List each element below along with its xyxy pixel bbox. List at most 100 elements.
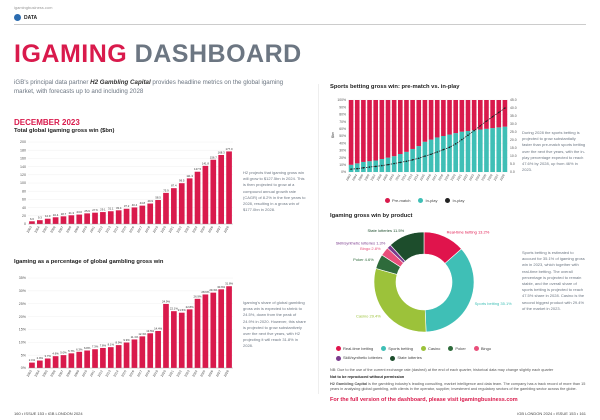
bar (194, 171, 201, 224)
site-url: igamingbusiness.com (14, 5, 53, 10)
x-tick-label: 2018 (144, 225, 151, 233)
bar-value-label: 6.6 (30, 217, 34, 221)
x-tick-label: 2026 (487, 173, 494, 181)
footer-cta-link[interactable]: For the full version of the dashboard, p… (330, 397, 518, 403)
y2-tick-label: 10.0 (510, 154, 517, 158)
bar (52, 356, 59, 368)
x-tick-label: 2015 (120, 369, 127, 377)
legend-swatch (390, 355, 396, 361)
legend-swatch (381, 346, 387, 352)
legend-label: Poker (455, 346, 466, 351)
legend-item: Casino (420, 346, 440, 352)
bar-value-label: 141.8 (202, 161, 209, 165)
bar-inplay (441, 136, 446, 172)
x-tick-label: 2003 (26, 369, 33, 377)
y-tick-label: 180 (20, 148, 26, 152)
bar-value-label: 30.6% (217, 285, 225, 289)
chart-igaming-percentage: 0% 5% 10% 15% 20% 25% 30% 35% 2.1% 2003 2.9% 2004 3.… (19, 276, 234, 377)
bar-value-label: 127.5 (194, 167, 201, 171)
legend-prematch: Pre-match (385, 198, 410, 204)
y2-tick-label: 30.0 (510, 122, 517, 126)
bar-value-label: 8.1% (108, 343, 115, 347)
line-point (411, 159, 414, 161)
bar-prematch (398, 100, 403, 154)
page-title: IGAMING DASHBOARD (14, 40, 302, 69)
bar (44, 218, 51, 224)
pie-slice-label: Casino 29.4% (356, 314, 381, 319)
line-point (461, 138, 463, 141)
y-tick-label: 80 (22, 189, 26, 193)
y-tick-label: 40 (22, 206, 26, 210)
bar-inplay (459, 131, 465, 172)
section-dot-icon (14, 14, 21, 21)
bar (139, 205, 146, 224)
line-point (424, 155, 426, 157)
y2-tick-label: 45.0 (510, 98, 517, 102)
bar-prematch (490, 100, 495, 129)
bar (163, 192, 169, 224)
x-tick-label: 2022 (176, 225, 183, 233)
x-tick-label: 2011 (89, 369, 96, 377)
bar-prematch (385, 100, 391, 158)
x-tick-label: 2016 (128, 369, 135, 377)
bar-value-label: 29.3% (209, 288, 217, 292)
x-tick-label: 2007 (370, 173, 377, 181)
bar-prematch (410, 100, 415, 149)
bar-value-label: 23.0 (77, 210, 83, 214)
bar (178, 312, 185, 368)
bar-value-label: 6.3% (76, 347, 83, 351)
x-tick-label: 2014 (413, 173, 420, 181)
bar-value-label: 49.9 (147, 199, 153, 203)
x-tick-label: 2025 (199, 369, 206, 377)
x-tick-label: 2015 (120, 225, 127, 233)
bar-value-label: 11.1% (131, 335, 139, 339)
y2-tick-label: 15.0 (510, 146, 517, 150)
bar (36, 220, 43, 224)
line-point (473, 129, 475, 132)
bar-value-label: 25.9 (84, 209, 90, 213)
bar-inplay (354, 163, 360, 172)
x-tick-label: 2026 (207, 369, 214, 377)
legend-label: Bingo (480, 346, 492, 351)
y-tick-label: 20% (339, 156, 346, 160)
y-tick-label: 120 (20, 173, 26, 177)
line-point (399, 161, 402, 164)
chart3-legend: Pre-match In-play In-play (385, 198, 464, 204)
bar (218, 154, 225, 224)
y2-tick-label: 40.0 (510, 106, 517, 110)
y-tick-label: 30% (339, 149, 346, 153)
bar-inplay (478, 129, 483, 172)
bar-prematch (367, 100, 372, 162)
x-tick-label: 2019 (152, 225, 159, 233)
bar (178, 183, 185, 224)
bar (202, 165, 209, 224)
lede-post: provides headline metrics on the global … (14, 79, 284, 95)
legend-swatch (336, 355, 341, 361)
x-tick-label: 2012 (97, 225, 104, 233)
bar-value-label: 58.5 (155, 196, 161, 200)
legend-item: Real-time betting (336, 346, 373, 352)
x-tick-label: 2008 (65, 369, 72, 377)
chart4-note: Sports betting is estimated to account f… (522, 250, 585, 311)
y-tick-label: 200 (20, 140, 26, 144)
x-tick-label: 2019 (152, 369, 159, 377)
bar-value-label: 7.3% (92, 345, 99, 349)
line-point (405, 160, 408, 163)
title-rest: DASHBOARD (134, 40, 302, 68)
y-tick-label: 25% (19, 302, 27, 306)
bar-value-label: 21.5% (178, 308, 186, 312)
bar (226, 286, 232, 368)
line-point (417, 157, 420, 160)
y-tick-label: 5% (21, 353, 27, 357)
y-tick-label: 30% (19, 289, 27, 293)
bar-value-label: 40.4 (132, 203, 138, 207)
x-tick-label: 2014 (113, 369, 120, 377)
bar (84, 350, 90, 368)
bar-value-label: 37.2 (124, 204, 130, 208)
y-tick-label: 20% (19, 315, 27, 319)
x-tick-label: 2028 (223, 225, 230, 233)
x-tick-label: 2015 (419, 173, 426, 181)
footnote-permission: Not to be reproduced without permission (330, 375, 405, 379)
bar-prematch (496, 100, 502, 128)
line-point (454, 143, 457, 145)
